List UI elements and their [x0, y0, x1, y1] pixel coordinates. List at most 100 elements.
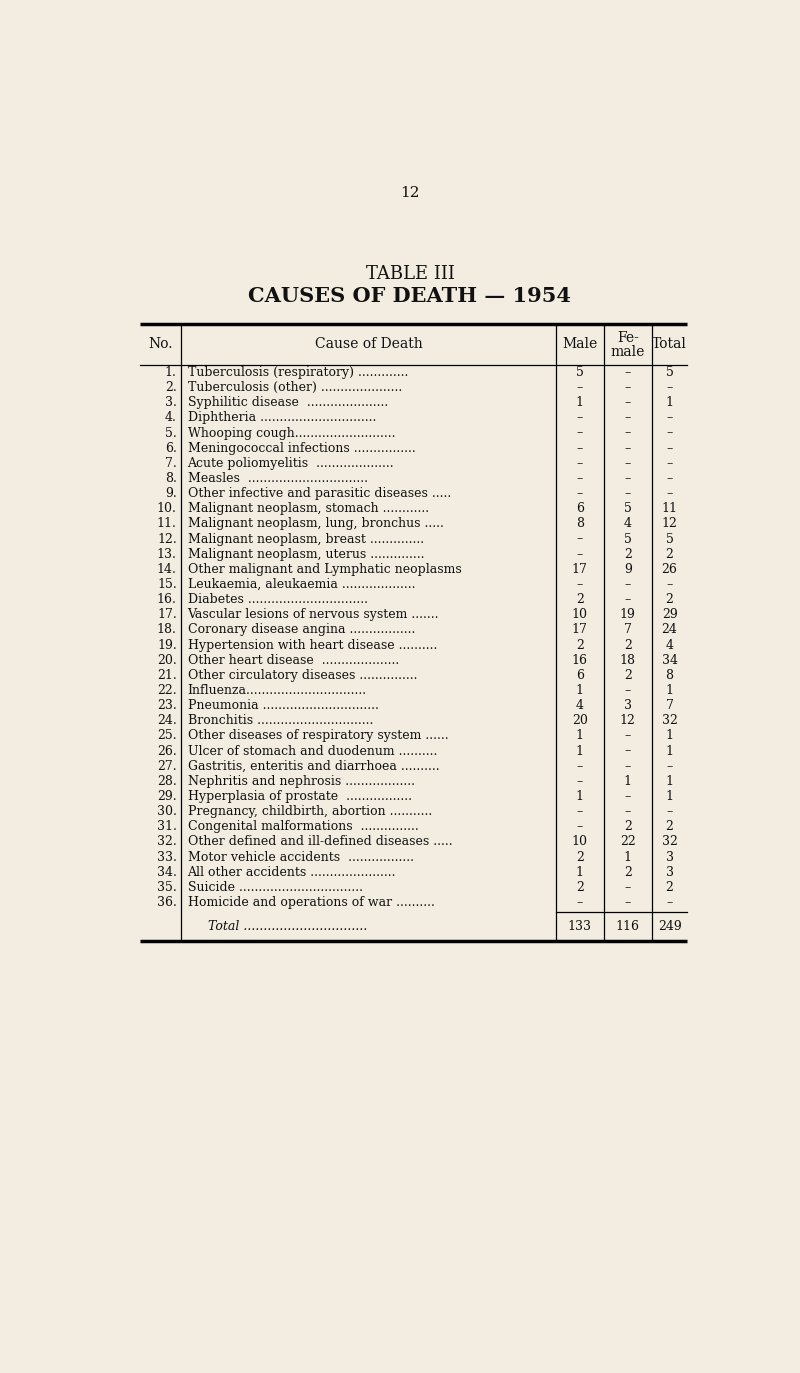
Text: 36.: 36. — [157, 897, 177, 909]
Text: 8: 8 — [576, 518, 584, 530]
Text: –: – — [625, 382, 631, 394]
Text: Malignant neoplasm, breast ..............: Malignant neoplasm, breast .............… — [187, 533, 424, 545]
Text: 1: 1 — [576, 729, 584, 743]
Text: 32: 32 — [662, 836, 678, 849]
Text: –: – — [666, 897, 673, 909]
Text: Vascular lesions of nervous system .......: Vascular lesions of nervous system .....… — [187, 608, 439, 622]
Text: Gastritis, enteritis and diarrhoea ..........: Gastritis, enteritis and diarrhoea .....… — [187, 759, 439, 773]
Text: Motor vehicle accidents  .................: Motor vehicle accidents ................… — [187, 851, 414, 864]
Text: 2: 2 — [624, 548, 632, 560]
Text: 133: 133 — [568, 920, 592, 932]
Text: Fe-: Fe- — [617, 331, 638, 345]
Text: –: – — [577, 382, 583, 394]
Text: 35.: 35. — [157, 881, 177, 894]
Text: –: – — [666, 759, 673, 773]
Text: –: – — [625, 684, 631, 697]
Text: Other malignant and Lymphatic neoplasms: Other malignant and Lymphatic neoplasms — [187, 563, 462, 575]
Text: Ulcer of stomach and duodenum ..........: Ulcer of stomach and duodenum .......... — [187, 744, 437, 758]
Text: 1: 1 — [624, 851, 632, 864]
Text: –: – — [577, 548, 583, 560]
Text: 4: 4 — [666, 638, 674, 652]
Text: 1.: 1. — [165, 367, 177, 379]
Text: 16: 16 — [572, 654, 588, 667]
Text: Acute poliomyelitis  ....................: Acute poliomyelitis .................... — [187, 457, 394, 470]
Text: 4.: 4. — [165, 412, 177, 424]
Text: 28.: 28. — [157, 774, 177, 788]
Text: 2: 2 — [576, 593, 584, 607]
Text: 1: 1 — [666, 774, 674, 788]
Text: Congenital malformations  ...............: Congenital malformations ............... — [187, 820, 418, 833]
Text: 34.: 34. — [157, 866, 177, 879]
Text: –: – — [625, 578, 631, 590]
Text: –: – — [666, 442, 673, 454]
Text: 34: 34 — [662, 654, 678, 667]
Text: 23.: 23. — [157, 699, 177, 713]
Text: –: – — [625, 442, 631, 454]
Text: Hypertension with heart disease ..........: Hypertension with heart disease ........… — [187, 638, 437, 652]
Text: 12: 12 — [620, 714, 636, 728]
Text: Nephritis and nephrosis ..................: Nephritis and nephrosis ................… — [187, 774, 414, 788]
Text: –: – — [666, 427, 673, 439]
Text: 2: 2 — [576, 638, 584, 652]
Text: –: – — [577, 472, 583, 485]
Text: 29: 29 — [662, 608, 678, 622]
Text: Pregnancy, childbirth, abortion ...........: Pregnancy, childbirth, abortion ........… — [187, 805, 432, 818]
Text: 2: 2 — [666, 548, 674, 560]
Text: –: – — [625, 367, 631, 379]
Text: 21.: 21. — [157, 669, 177, 682]
Text: –: – — [577, 805, 583, 818]
Text: –: – — [666, 472, 673, 485]
Text: 116: 116 — [616, 920, 640, 932]
Text: Whooping cough..........................: Whooping cough.......................... — [187, 427, 395, 439]
Text: Other diseases of respiratory system ......: Other diseases of respiratory system ...… — [187, 729, 448, 743]
Text: male: male — [610, 345, 645, 358]
Text: 3: 3 — [666, 851, 674, 864]
Text: 1: 1 — [576, 397, 584, 409]
Text: 2: 2 — [576, 851, 584, 864]
Text: Malignant neoplasm, uterus ..............: Malignant neoplasm, uterus .............… — [187, 548, 424, 560]
Text: Tuberculosis (other) .....................: Tuberculosis (other) ...................… — [187, 382, 402, 394]
Text: 13.: 13. — [157, 548, 177, 560]
Text: 2: 2 — [624, 820, 632, 833]
Text: 24.: 24. — [157, 714, 177, 728]
Text: 249: 249 — [658, 920, 682, 932]
Text: 2: 2 — [624, 669, 632, 682]
Text: 1: 1 — [666, 684, 674, 697]
Text: –: – — [625, 427, 631, 439]
Text: 25.: 25. — [157, 729, 177, 743]
Text: 2: 2 — [666, 881, 674, 894]
Text: 5.: 5. — [165, 427, 177, 439]
Text: Cause of Death: Cause of Death — [314, 338, 422, 351]
Text: 1: 1 — [666, 729, 674, 743]
Text: Tuberculosis (respiratory) .............: Tuberculosis (respiratory) ............. — [187, 367, 408, 379]
Text: –: – — [577, 457, 583, 470]
Text: –: – — [625, 759, 631, 773]
Text: 5: 5 — [624, 533, 632, 545]
Text: 9.: 9. — [165, 487, 177, 500]
Text: –: – — [625, 397, 631, 409]
Text: Diphtheria ..............................: Diphtheria .............................… — [187, 412, 376, 424]
Text: 2: 2 — [576, 881, 584, 894]
Text: Total: Total — [652, 338, 687, 351]
Text: –: – — [666, 382, 673, 394]
Text: 32: 32 — [662, 714, 678, 728]
Text: 4: 4 — [576, 699, 584, 713]
Text: Total ...............................: Total ............................... — [209, 920, 368, 932]
Text: Influenza...............................: Influenza............................... — [187, 684, 366, 697]
Text: Meningococcal infections ................: Meningococcal infections ...............… — [187, 442, 415, 454]
Text: 2: 2 — [666, 820, 674, 833]
Text: 22.: 22. — [157, 684, 177, 697]
Text: –: – — [625, 472, 631, 485]
Text: 1: 1 — [576, 789, 584, 803]
Text: 5: 5 — [666, 533, 674, 545]
Text: 11: 11 — [662, 503, 678, 515]
Text: 6: 6 — [576, 669, 584, 682]
Text: No.: No. — [149, 338, 173, 351]
Text: 5: 5 — [666, 367, 674, 379]
Text: TABLE III: TABLE III — [366, 265, 454, 283]
Text: 10.: 10. — [157, 503, 177, 515]
Text: 27.: 27. — [157, 759, 177, 773]
Text: –: – — [577, 412, 583, 424]
Text: 1: 1 — [666, 789, 674, 803]
Text: Male: Male — [562, 338, 598, 351]
